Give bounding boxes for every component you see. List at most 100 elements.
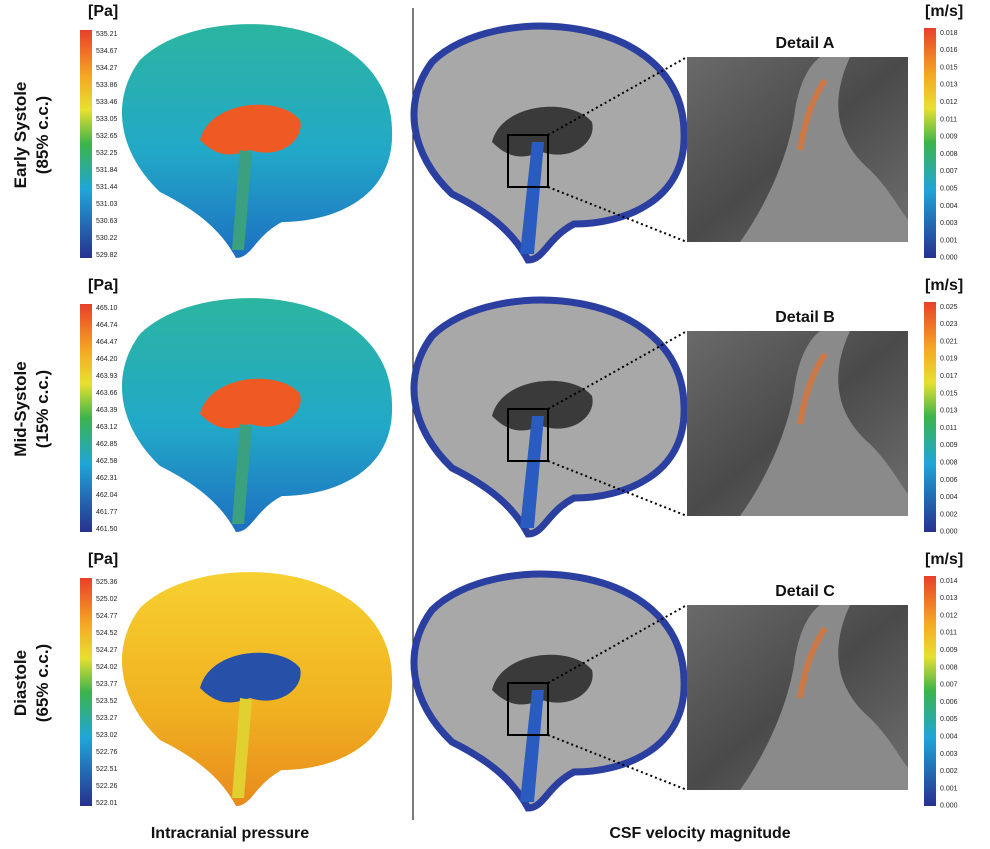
colorbar <box>80 578 92 806</box>
colorbar-tick: 0.014 <box>940 578 958 585</box>
row-label: Diastole <box>11 650 30 716</box>
colorbar-tick: 522.26 <box>96 783 118 790</box>
row: Early Systole(85% c.c.) [Pa] 535.21 534.67 5… <box>11 3 963 262</box>
colorbar-tick: 0.000 <box>940 529 958 536</box>
colorbar-tick: 0.000 <box>940 803 958 810</box>
colorbar-tick: 0.006 <box>940 477 958 484</box>
row-sublabel: (65% c.c.) <box>33 644 52 722</box>
colorbar-tick: 525.36 <box>96 579 118 586</box>
colorbar-tick: 0.011 <box>940 425 957 432</box>
colorbar-tick: 525.02 <box>96 596 118 603</box>
colorbar-tick: 0.003 <box>940 220 958 227</box>
colorbar-tick: 0.025 <box>940 304 958 311</box>
colorbar-tick: 0.007 <box>940 682 958 689</box>
colorbar-tick: 532.25 <box>96 150 118 157</box>
colorbar-tick: 0.011 <box>940 116 957 123</box>
row: Diastole(65% c.c.) [Pa] 525.36 525.02 524.77… <box>11 551 963 810</box>
colorbar-tick: 462.31 <box>96 475 118 482</box>
detail-title: Detail B <box>775 309 835 326</box>
colorbar-tick: 524.02 <box>96 664 118 671</box>
colorbar-tick: 463.12 <box>96 424 118 431</box>
colorbar-tick: 464.20 <box>96 356 118 363</box>
unit-label: [Pa] <box>88 277 118 294</box>
colorbar-tick: 524.77 <box>96 613 118 620</box>
row-sublabel: (15% c.c.) <box>33 370 52 448</box>
unit-label: [Pa] <box>88 3 118 20</box>
colorbar-tick: 0.012 <box>940 99 958 106</box>
colorbar-tick: 464.47 <box>96 339 118 346</box>
colorbar-tick: 0.013 <box>940 595 958 602</box>
colorbar-tick: 0.009 <box>940 647 958 654</box>
colorbar-tick: 523.52 <box>96 698 118 705</box>
colorbar-tick: 461.77 <box>96 509 118 516</box>
colorbar-tick: 0.004 <box>940 494 958 501</box>
colorbar-tick: 529.82 <box>96 252 118 259</box>
colorbar-tick: 531.44 <box>96 184 118 191</box>
colorbar-tick: 533.86 <box>96 82 118 89</box>
colorbar-tick: 0.008 <box>940 151 958 158</box>
row-label: Early Systole <box>11 82 30 189</box>
colorbar-tick: 0.004 <box>940 203 958 210</box>
colorbar-tick: 524.27 <box>96 647 118 654</box>
colorbar-tick: 535.21 <box>96 31 118 38</box>
colorbar-tick: 533.05 <box>96 116 118 123</box>
colorbar-tick: 0.019 <box>940 356 958 363</box>
colorbar-tick: 0.011 <box>940 630 957 637</box>
colorbar-tick: 461.50 <box>96 526 118 533</box>
colorbar-tick: 0.008 <box>940 460 958 467</box>
colorbar-tick: 0.015 <box>940 390 958 397</box>
colorbar-tick: 463.66 <box>96 390 118 397</box>
colorbar-tick: 522.76 <box>96 749 118 756</box>
colorbar-tick: 532.65 <box>96 133 118 140</box>
colorbar-tick: 0.008 <box>940 664 958 671</box>
colorbar-tick: 0.002 <box>940 511 958 518</box>
unit-label: [m/s] <box>925 3 963 20</box>
colorbar-tick: 0.006 <box>940 699 958 706</box>
colorbar <box>924 576 936 806</box>
colorbar <box>924 28 936 258</box>
colorbar-tick: 0.005 <box>940 186 958 193</box>
colorbar-tick: 533.46 <box>96 99 118 106</box>
colorbar-tick: 0.021 <box>940 338 958 345</box>
row: Mid-Systole(15% c.c.) [Pa] 465.10 464.74 464… <box>11 277 963 536</box>
colorbar-tick: 0.017 <box>940 373 958 380</box>
colorbar-tick: 522.01 <box>96 800 118 807</box>
colorbar-tick: 463.93 <box>96 373 118 380</box>
colorbar-tick: 530.63 <box>96 218 118 225</box>
detail-title: Detail C <box>775 583 835 600</box>
colorbar-tick: 0.013 <box>940 82 958 89</box>
colorbar-tick: 0.005 <box>940 716 958 723</box>
row-sublabel: (85% c.c.) <box>33 96 52 174</box>
colorbar-tick: 465.10 <box>96 305 118 312</box>
colorbar-tick: 0.012 <box>940 612 958 619</box>
colorbar-tick: 0.002 <box>940 768 958 775</box>
colorbar-tick: 530.22 <box>96 235 118 242</box>
colorbar-tick: 522.51 <box>96 766 118 773</box>
colorbar-tick: 0.004 <box>940 734 958 741</box>
figure: Intracranial pressure CSF velocity magni… <box>0 0 990 849</box>
colorbar-tick: 0.016 <box>940 47 958 54</box>
colorbar-tick: 463.39 <box>96 407 118 414</box>
unit-label: [m/s] <box>925 277 963 294</box>
colorbar-tick: 0.013 <box>940 408 958 415</box>
colorbar-tick: 0.009 <box>940 442 958 449</box>
colorbar-tick: 464.74 <box>96 322 118 329</box>
colorbar-tick: 462.58 <box>96 458 118 465</box>
colorbar-tick: 0.001 <box>940 237 958 244</box>
colorbar-tick: 523.77 <box>96 681 118 688</box>
colorbar-tick: 534.67 <box>96 48 118 55</box>
colorbar-tick: 523.27 <box>96 715 118 722</box>
colorbar-tick: 0.023 <box>940 321 958 328</box>
row-label: Mid-Systole <box>11 361 30 456</box>
colorbar-tick: 462.85 <box>96 441 118 448</box>
colorbar-tick: 0.018 <box>940 30 958 37</box>
colorbar <box>80 304 92 532</box>
colorbar-tick: 0.000 <box>940 255 958 262</box>
unit-label: [Pa] <box>88 551 118 568</box>
detail-title: Detail A <box>776 35 835 52</box>
caption: Intracranial pressure <box>151 825 309 842</box>
colorbar <box>924 302 936 532</box>
colorbar-tick: 524.52 <box>96 630 118 637</box>
colorbar-tick: 523.02 <box>96 732 118 739</box>
colorbar-tick: 0.015 <box>940 64 958 71</box>
